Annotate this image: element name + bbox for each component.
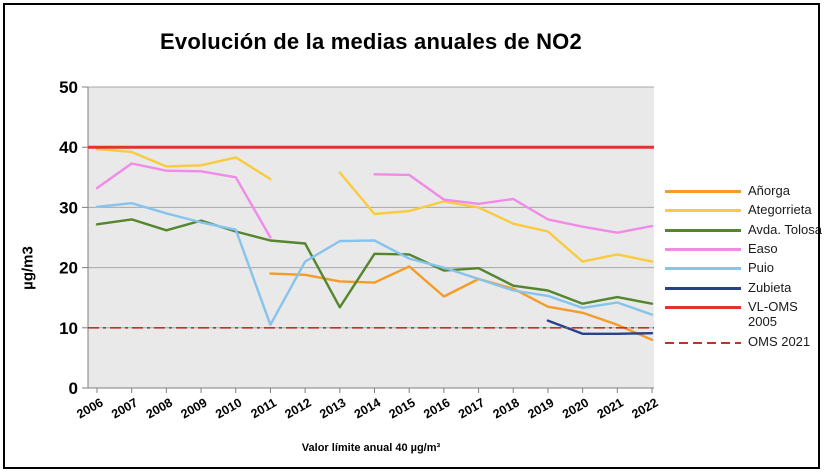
x-tick-label-2021: 2021 xyxy=(595,395,626,421)
y-tick-label-30: 30 xyxy=(59,198,78,217)
legend-swatch-vl-oms-2005 xyxy=(665,305,741,309)
x-tick-label-2008: 2008 xyxy=(144,395,175,421)
x-tick-label-2010: 2010 xyxy=(213,395,244,421)
legend-label-easo: Easo xyxy=(748,240,778,256)
x-tick-label-2022: 2022 xyxy=(629,395,660,421)
plot-background xyxy=(88,87,654,388)
legend-swatch-ategorrieta xyxy=(665,209,741,213)
x-tick-label-2013: 2013 xyxy=(317,395,348,421)
legend-item-easo: Easo xyxy=(665,241,823,256)
legend-swatch-easo xyxy=(665,247,741,251)
x-tick-label-2018: 2018 xyxy=(491,395,522,421)
legend-swatch-puio xyxy=(665,267,741,271)
legend-swatch-a-orga xyxy=(665,190,741,193)
x-tick-label-2012: 2012 xyxy=(283,395,314,421)
limit-caption: Valor límite anual 40 µg/m³ xyxy=(301,442,441,454)
legend-swatch-zubieta xyxy=(665,286,741,290)
x-tick-label-2016: 2016 xyxy=(421,395,452,421)
legend-item-a-orga: Añorga xyxy=(665,183,823,198)
y-tick-label-40: 40 xyxy=(59,138,78,157)
legend-swatch-oms-2021 xyxy=(665,341,741,344)
legend-label-ategorrieta: Ategorrieta xyxy=(748,202,812,218)
legend-item-vl-oms-2005: VL-OMS 2005 xyxy=(665,299,823,330)
y-tick-label-10: 10 xyxy=(59,319,78,338)
x-tick-label-2007: 2007 xyxy=(109,395,140,421)
x-tick-label-2019: 2019 xyxy=(525,395,556,421)
x-tick-label-2009: 2009 xyxy=(178,395,209,421)
legend-label-oms-2021: OMS 2021 xyxy=(748,333,811,349)
chart-legend: Añorga Ategorrieta Avda. Tolosa Easo Puio Zub… xyxy=(665,183,823,353)
y-tick-label-20: 20 xyxy=(59,259,78,278)
x-tick-label-2015: 2015 xyxy=(387,395,418,421)
legend-item-oms-2021: OMS 2021 xyxy=(665,334,823,349)
series-line-puio xyxy=(95,202,654,326)
y-tick-label-50: 50 xyxy=(59,78,78,97)
x-tick-label-2011: 2011 xyxy=(248,395,279,421)
x-tick-label-2017: 2017 xyxy=(456,395,487,421)
series-line-easo xyxy=(95,162,654,239)
legend-label-avda-tolosa: Avda. Tolosa xyxy=(748,221,822,237)
legend-label-a-orga: Añorga xyxy=(748,183,790,198)
legend-item-puio: Puio xyxy=(665,260,823,275)
chart-title: Evolución de la medias anuales de NO2 xyxy=(160,29,582,54)
series-line-a-orga xyxy=(269,265,654,341)
legend-item-avda-tolosa: Avda. Tolosa xyxy=(665,222,823,237)
legend-label-zubieta: Zubieta xyxy=(748,279,792,295)
x-tick-label-2020: 2020 xyxy=(560,395,591,421)
legend-label-puio: Puio xyxy=(748,260,775,276)
series-line-ategorrieta xyxy=(95,147,654,263)
series-line-avda-tolosa xyxy=(95,218,654,309)
y-tick-label-0: 0 xyxy=(69,379,78,398)
legend-item-zubieta: Zubieta xyxy=(665,280,823,295)
x-tick-label-2006: 2006 xyxy=(74,395,105,421)
legend-label-vl-oms-2005: VL-OMS 2005 xyxy=(748,298,798,330)
legend-item-ategorrieta: Ategorrieta xyxy=(665,202,823,217)
legend-swatch-avda-tolosa xyxy=(665,228,741,232)
x-tick-label-2014: 2014 xyxy=(352,395,383,421)
